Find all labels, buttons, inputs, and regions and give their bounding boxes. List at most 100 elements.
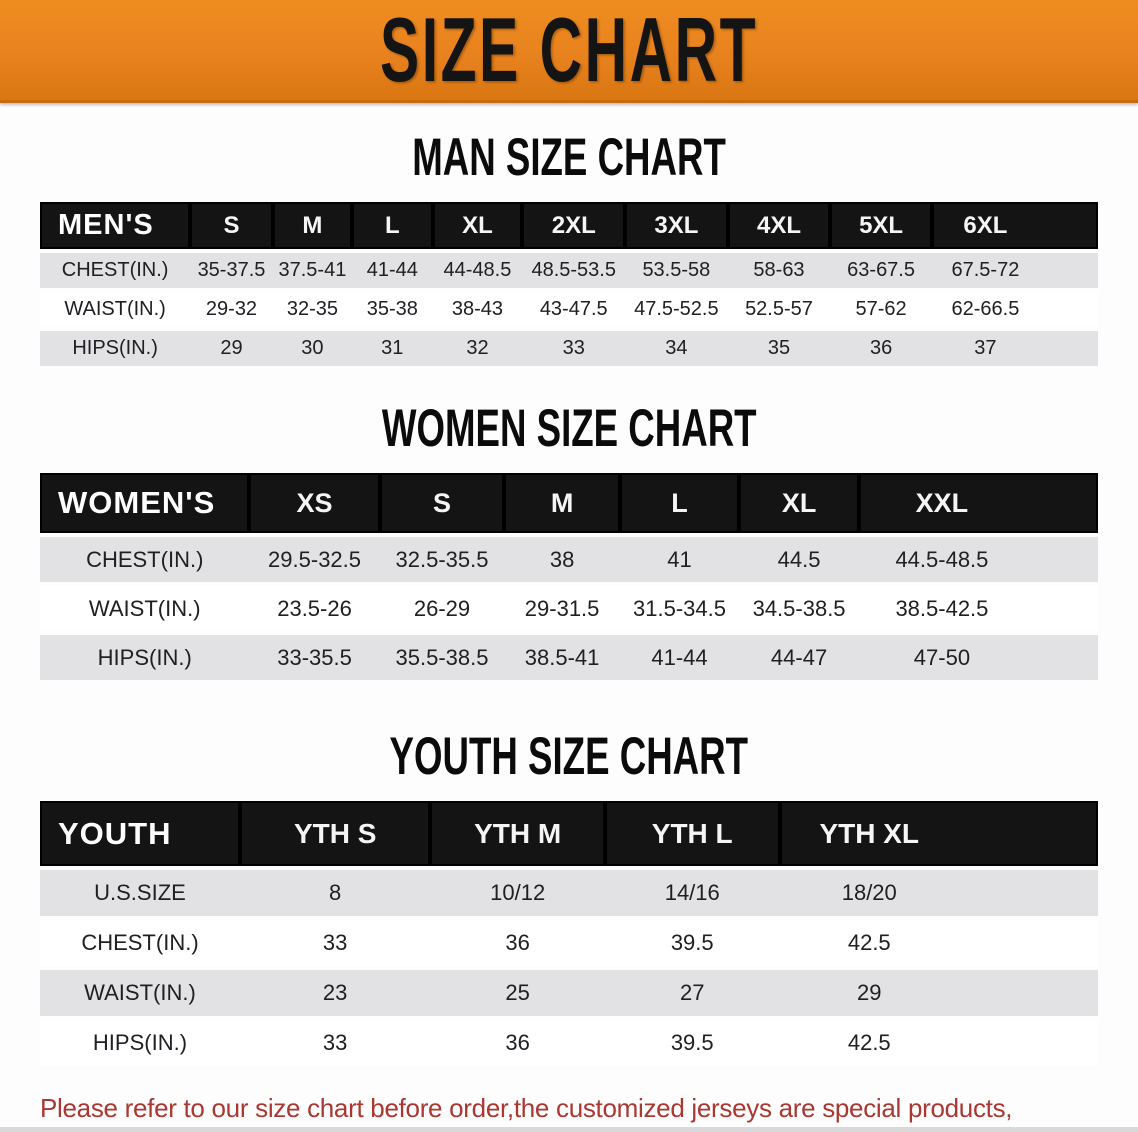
size-value-cell: 10/12 [430, 870, 605, 916]
size-value-cell: 29 [190, 331, 273, 366]
table-header-label: WOMEN'S [40, 473, 250, 533]
women-size-table: WOMEN'S XS S M L XL XXL CHEST(IN.) 29.5-32.5 32.… [40, 469, 1098, 684]
size-table-row: HIPS(IN.) 33-35.5 35.5-38.5 38.5-41 41-44 44-… [40, 635, 1098, 680]
size-column-header: YTH L [604, 801, 780, 866]
size-value-cell: 35 [727, 331, 831, 366]
size-column-header: XXL [858, 473, 1098, 533]
bottom-edge-strip [0, 1127, 1138, 1132]
size-value-cell: 36 [830, 331, 932, 366]
size-table-row: HIPS(IN.) 29 30 31 32 33 34 35 36 37 [40, 331, 1098, 366]
size-value-cell: 37.5-41 [272, 253, 353, 288]
size-value-cell: 62-66.5 [931, 292, 1098, 327]
size-column-header: 3XL [625, 202, 728, 249]
size-value-cell: 32 [432, 331, 523, 366]
size-value-cell: 39.5 [604, 1020, 780, 1066]
size-value-cell: 30 [272, 331, 353, 366]
size-value-cell: 35-38 [352, 292, 433, 327]
men-size-table: MEN'S S M L XL 2XL 3XL 4XL 5XL 6XL CHEST(IN.) 35-3… [40, 198, 1098, 370]
size-value-cell: 38.5-41 [504, 635, 620, 680]
size-column-header: 6XL [931, 202, 1098, 249]
size-column-header: 2XL [522, 202, 626, 249]
size-value-cell: 42.5 [779, 1020, 1098, 1066]
row-label-cell: WAIST(IN.) [40, 586, 250, 631]
size-value-cell: 23.5-26 [249, 586, 380, 631]
size-value-cell: 38.5-42.5 [858, 586, 1098, 631]
size-value-cell: 52.5-57 [727, 292, 831, 327]
size-value-cell: 27 [604, 970, 780, 1016]
women-section-heading: WOMEN SIZE CHART [0, 397, 1138, 458]
size-value-cell: 67.5-72 [931, 253, 1098, 288]
youth-section-heading: YOUTH SIZE CHART [0, 725, 1138, 786]
size-table-header-row: MEN'S S M L XL 2XL 3XL 4XL 5XL 6XL [40, 202, 1098, 249]
row-label-cell: HIPS(IN.) [40, 635, 250, 680]
size-value-cell: 32-35 [272, 292, 353, 327]
size-value-cell: 44-47 [739, 635, 859, 680]
size-column-header: 5XL [830, 202, 932, 249]
women-section-heading-text: WOMEN SIZE CHART [381, 397, 757, 458]
size-value-cell: 63-67.5 [830, 253, 932, 288]
row-label-cell: HIPS(IN.) [40, 1020, 240, 1066]
row-label-cell: WAIST(IN.) [40, 970, 240, 1016]
size-table-row: CHEST(IN.) 35-37.5 37.5-41 41-44 44-48.5 48.5… [40, 253, 1098, 288]
size-value-cell: 36 [430, 920, 605, 966]
row-label-cell: U.S.SIZE [40, 870, 240, 916]
size-value-cell: 41-44 [619, 635, 740, 680]
disclaimer-line-1: Please refer to our size chart before or… [40, 1093, 1013, 1123]
size-value-cell: 53.5-58 [625, 253, 728, 288]
size-column-header: M [272, 202, 353, 249]
size-value-cell: 29.5-32.5 [249, 537, 380, 582]
man-section-heading-text: MAN SIZE CHART [412, 126, 726, 187]
size-value-cell: 26-29 [379, 586, 505, 631]
size-value-cell: 34 [625, 331, 728, 366]
size-chart-banner: SIZE CHART [0, 0, 1138, 103]
size-table-row: CHEST(IN.) 29.5-32.5 32.5-35.5 38 41 44.5 44.5… [40, 537, 1098, 582]
size-column-header: S [379, 473, 505, 533]
size-value-cell: 38 [504, 537, 620, 582]
size-value-cell: 41 [619, 537, 740, 582]
size-table-row: U.S.SIZE 8 10/12 14/16 18/20 [40, 870, 1098, 916]
size-value-cell: 41-44 [352, 253, 433, 288]
size-table-row: WAIST(IN.) 29-32 32-35 35-38 38-43 43-47.5 47.… [40, 292, 1098, 327]
size-value-cell: 42.5 [779, 920, 1098, 966]
size-table-header-row: YOUTH YTH S YTH M YTH L YTH XL [40, 801, 1098, 866]
size-value-cell: 57-62 [830, 292, 932, 327]
size-value-cell: 47-50 [858, 635, 1098, 680]
size-column-header: YTH XL [779, 801, 1098, 866]
size-value-cell: 35.5-38.5 [379, 635, 505, 680]
size-column-header: YTH S [239, 801, 431, 866]
size-column-header: XL [432, 202, 523, 249]
size-column-header: L [352, 202, 433, 249]
size-table-header-row: WOMEN'S XS S M L XL XXL [40, 473, 1098, 533]
size-value-cell: 58-63 [727, 253, 831, 288]
size-column-header: 4XL [727, 202, 831, 249]
youth-size-table: YOUTH YTH S YTH M YTH L YTH XL U.S.SIZE 8 10/1… [40, 797, 1098, 1070]
size-table-row: HIPS(IN.) 33 36 39.5 42.5 [40, 1020, 1098, 1066]
size-column-header: XS [249, 473, 380, 533]
size-value-cell: 14/16 [604, 870, 780, 916]
table-header-label: MEN'S [40, 202, 191, 249]
disclaimer: Please refer to our size chart before or… [40, 1086, 1138, 1132]
size-table-row: WAIST(IN.) 23.5-26 26-29 29-31.5 31.5-34.5 34… [40, 586, 1098, 631]
size-table-row: CHEST(IN.) 33 36 39.5 42.5 [40, 920, 1098, 966]
size-value-cell: 32.5-35.5 [379, 537, 505, 582]
size-value-cell: 34.5-38.5 [739, 586, 859, 631]
size-value-cell: 33-35.5 [249, 635, 380, 680]
size-value-cell: 29 [779, 970, 1098, 1016]
row-label-cell: CHEST(IN.) [40, 920, 240, 966]
size-value-cell: 29-32 [190, 292, 273, 327]
row-label-cell: CHEST(IN.) [40, 253, 191, 288]
size-value-cell: 29-31.5 [504, 586, 620, 631]
size-value-cell: 47.5-52.5 [625, 292, 728, 327]
man-section-heading: MAN SIZE CHART [0, 126, 1138, 187]
size-value-cell: 33 [522, 331, 626, 366]
size-value-cell: 23 [239, 970, 431, 1016]
row-label-cell: CHEST(IN.) [40, 537, 250, 582]
youth-section-heading-text: YOUTH SIZE CHART [389, 725, 749, 786]
size-value-cell: 44.5-48.5 [858, 537, 1098, 582]
size-value-cell: 35-37.5 [190, 253, 273, 288]
size-value-cell: 38-43 [432, 292, 523, 327]
size-value-cell: 44-48.5 [432, 253, 523, 288]
size-value-cell: 31.5-34.5 [619, 586, 740, 631]
size-value-cell: 33 [239, 1020, 431, 1066]
